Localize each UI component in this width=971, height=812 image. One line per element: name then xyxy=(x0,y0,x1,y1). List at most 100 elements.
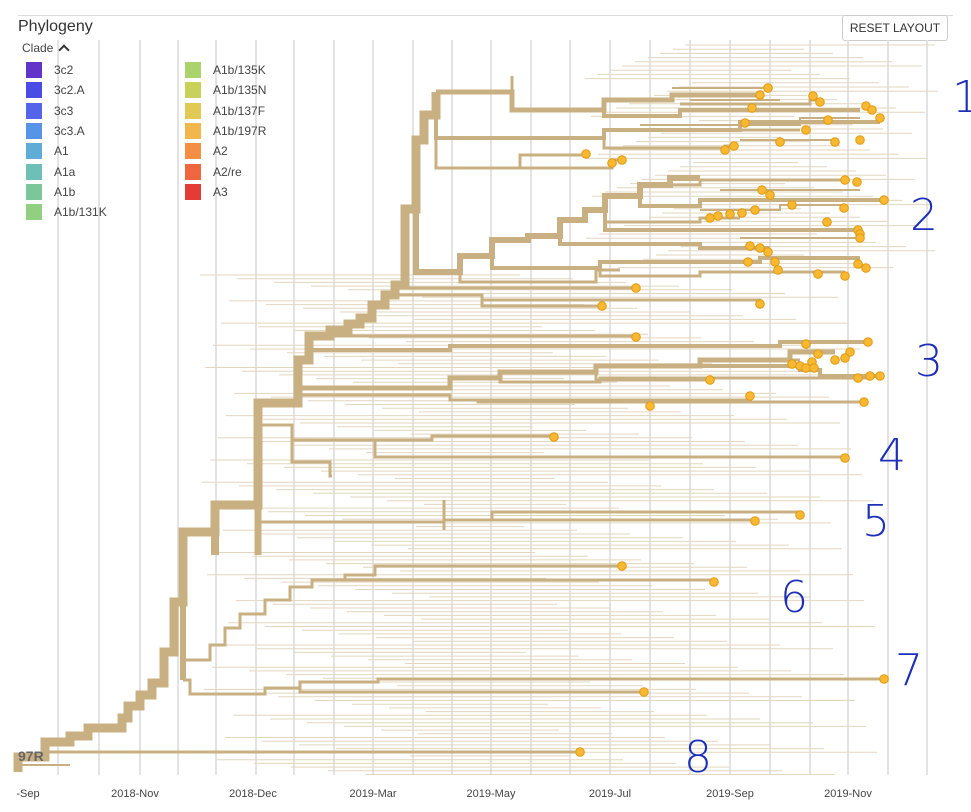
tip-node xyxy=(808,91,818,101)
branch xyxy=(183,564,622,662)
legend-item-a2-re[interactable]: A2/re xyxy=(185,163,242,181)
legend-item-a1[interactable]: A1 xyxy=(26,142,69,160)
tip-node xyxy=(745,241,755,251)
annotation-7: 7 xyxy=(895,645,923,696)
legend-item-3c2-a[interactable]: 3c2.A xyxy=(26,81,85,99)
tip-node xyxy=(840,353,850,363)
tip-node xyxy=(639,687,649,697)
legend-label: A1b/131K xyxy=(54,205,107,220)
tip-node xyxy=(853,373,863,383)
legend-item-a1b-135k[interactable]: A1b/135K xyxy=(185,61,266,79)
legend-swatch xyxy=(26,102,42,119)
legend-label: A1b/135N xyxy=(213,83,267,98)
tip-node xyxy=(725,209,735,219)
tip-node xyxy=(855,135,865,145)
annotation-6: 6 xyxy=(780,572,808,623)
legend-item-a1b[interactable]: A1b xyxy=(26,183,75,201)
tip-node xyxy=(575,747,585,757)
tip-node xyxy=(840,271,850,281)
legend-item-3c3[interactable]: 3c3 xyxy=(26,102,73,120)
tip-node xyxy=(801,125,811,135)
tip-node xyxy=(859,397,869,407)
clade-legend-toggle[interactable]: Clade xyxy=(22,41,71,56)
legend-label: A2/re xyxy=(213,164,242,179)
legend-item-3c2[interactable]: 3c2 xyxy=(26,61,73,79)
tip-node xyxy=(755,299,765,309)
branch xyxy=(490,510,800,520)
reset-layout-button[interactable]: RESET LAYOUT xyxy=(842,15,948,41)
tip-node xyxy=(750,205,760,215)
legend-swatch xyxy=(26,122,42,139)
axis-tick-label: 2018-Dec xyxy=(229,788,277,800)
branch xyxy=(43,750,580,757)
legend-swatch xyxy=(185,62,201,78)
tip-node xyxy=(795,510,805,520)
tip-node xyxy=(787,359,797,369)
tip-node xyxy=(750,516,760,526)
legend-item-a2[interactable]: A2 xyxy=(185,142,228,160)
tip-node xyxy=(763,247,773,257)
branch xyxy=(183,677,884,696)
tip-node xyxy=(705,375,715,385)
branch xyxy=(598,268,845,278)
legend-swatch xyxy=(185,143,201,160)
tip-node xyxy=(737,208,747,218)
tip-node xyxy=(617,561,627,571)
tip-node xyxy=(787,200,797,210)
legend-item-a1b-197r[interactable]: A1b/197R xyxy=(185,122,266,140)
tip-node xyxy=(801,339,811,349)
legend-swatch xyxy=(26,62,42,78)
branch xyxy=(638,196,885,208)
legend-item-a1b-137f[interactable]: A1b/137F xyxy=(185,102,265,120)
legend-item-a1a[interactable]: A1a xyxy=(26,163,75,181)
tip-node xyxy=(597,301,607,311)
tip-node xyxy=(705,213,715,223)
legend-label: A1b/197R xyxy=(213,123,267,138)
tip-node xyxy=(773,265,783,275)
tip-node xyxy=(743,257,753,267)
branch xyxy=(498,376,870,384)
legend-label: A3 xyxy=(213,184,228,199)
branch xyxy=(258,423,332,478)
tip-node xyxy=(815,97,825,107)
legend-swatch xyxy=(26,82,42,99)
legend-swatch xyxy=(26,204,42,221)
tip-node xyxy=(855,233,865,243)
branch xyxy=(482,298,762,304)
tip-node xyxy=(830,355,840,365)
branch xyxy=(490,256,860,270)
tip-node xyxy=(822,217,832,227)
tip-node xyxy=(801,363,811,373)
tip-node xyxy=(755,90,765,100)
legend-swatch xyxy=(185,122,201,139)
legend-item-3c3-a[interactable]: 3c3.A xyxy=(26,122,85,140)
legend-item-a1b-135n[interactable]: A1b/135N xyxy=(185,81,266,99)
branch xyxy=(298,688,644,694)
tip-node xyxy=(775,137,785,147)
branch xyxy=(594,372,710,382)
panel-divider xyxy=(18,15,953,16)
clade-legend-label: Clade xyxy=(22,41,54,55)
tip-node xyxy=(713,211,723,221)
tip-node xyxy=(645,401,655,411)
tip-node xyxy=(709,577,719,587)
tip-node xyxy=(823,115,833,125)
tip-node xyxy=(809,363,819,373)
tip-node xyxy=(813,269,823,279)
branch xyxy=(403,285,636,290)
legend-item-a1b-131k[interactable]: A1b/131K xyxy=(26,203,107,221)
tip-node xyxy=(617,155,627,165)
legend-item-a3[interactable]: A3 xyxy=(185,183,228,201)
axis-tick-label: 2019-May xyxy=(467,788,516,800)
tip-node xyxy=(861,263,871,273)
annotation-3: 3 xyxy=(915,336,943,387)
legend-swatch xyxy=(26,143,42,160)
tip-node xyxy=(875,113,885,123)
legend-label: 3c3 xyxy=(54,103,74,118)
branch xyxy=(292,438,845,459)
tip-node xyxy=(813,349,823,359)
annotation-2: 2 xyxy=(910,190,938,241)
branch xyxy=(413,175,700,275)
tip-node xyxy=(581,149,591,159)
